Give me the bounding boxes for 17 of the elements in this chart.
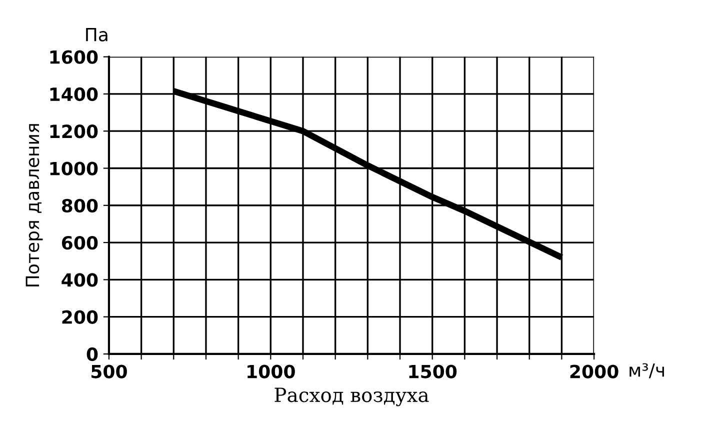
y-tick-label: 800 [62,198,98,213]
y-axis-title: Потеря давления [26,124,43,286]
y-tick-label: 400 [62,273,98,287]
y-tick-label: 1600 [50,50,98,64]
y-tick-label: 1200 [50,124,98,138]
x-axis-title: Расход воздуха [274,388,429,406]
y-tick-label: 1000 [50,162,98,176]
x-tick-label: 500 [92,364,127,378]
y-tick-label: 0 [86,347,98,362]
y-tick-label: 600 [62,236,98,250]
x-tick-label: 1000 [248,364,295,378]
y-tick-label: 1400 [50,87,98,102]
x-tick-label: 2000 [570,364,618,378]
y-tick-label: 200 [62,310,98,324]
x-tick-label: 1500 [409,364,457,378]
text: м³/ч [630,363,664,378]
text: Па [86,28,108,42]
